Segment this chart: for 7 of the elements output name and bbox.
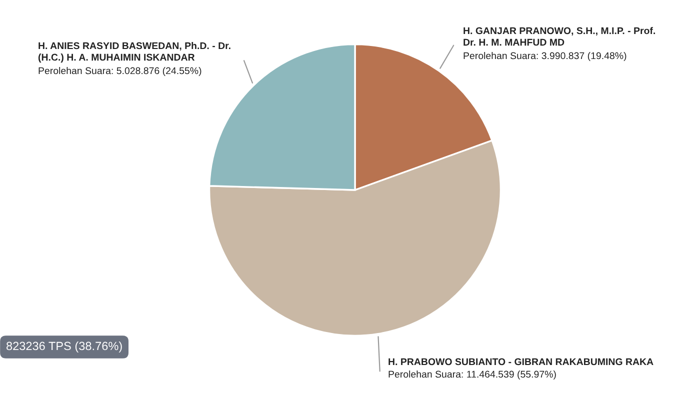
- data-label: Perolehan Suara: 3.990.837 (19.48%): [464, 52, 626, 62]
- slice-label: H. ANIES RASYID BASWEDAN, Ph.D. - Dr. (H.C.) H. A. MUHAIMIN ISKANDAR: [38, 42, 230, 63]
- slice-label: H. PRABOWO SUBIANTO - GIBRAN RAKABUMING RAKA: [388, 358, 654, 366]
- data-label: Perolehan Suara: 11.464.539 (55.97%): [388, 370, 556, 380]
- data-label: Perolehan Suara: 5.028.876 (24.55%): [38, 67, 202, 76]
- text: 823236 TPS (38.76%): [6, 341, 122, 352]
- slice-label: H. GANJAR PRANOWO, S.H., M.I.P. - Prof. Dr. H. M. MAHFUD MD: [464, 27, 655, 46]
